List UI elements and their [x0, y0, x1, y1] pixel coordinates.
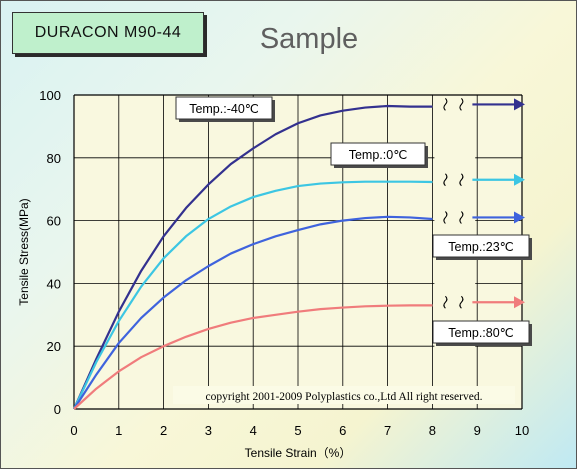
x-tick-label: 2: [160, 423, 167, 438]
copyright-background: [173, 386, 515, 404]
series-label: Temp.:23℃: [448, 240, 513, 254]
y-tick-label: 20: [47, 339, 61, 354]
series-line: [73, 180, 433, 410]
x-tick-label: 9: [474, 423, 481, 438]
x-tick-label: 10: [515, 423, 529, 438]
series-label: Temp.:80℃: [448, 326, 513, 340]
break-mark: [443, 98, 448, 111]
x-tick-label: 4: [250, 423, 257, 438]
break-mark: [443, 173, 448, 187]
x-tick-label: 1: [115, 423, 122, 438]
x-tick-label: 8: [429, 423, 436, 438]
x-tick-label: 0: [70, 423, 77, 438]
grid-lines: [73, 94, 523, 410]
series-lines: [72, 98, 525, 410]
y-tick-label: 40: [47, 276, 61, 291]
break-mark: [459, 98, 464, 111]
product-badge: DURACON M90-44: [12, 12, 204, 54]
x-axis-label: Tensile Strain（%）: [245, 446, 352, 460]
series-line: [73, 215, 433, 410]
series-line: [72, 104, 433, 410]
series-label: Temp.:-40℃: [189, 102, 259, 116]
series-line: [73, 304, 433, 410]
chart-title: Sample: [259, 23, 359, 55]
x-tick-label: 6: [339, 423, 346, 438]
break-mark: [459, 173, 464, 187]
y-axis-label: Tensile Stress(MPa): [17, 198, 31, 305]
break-mark: [443, 295, 448, 309]
x-tick-label: 3: [205, 423, 212, 438]
series-labels: Temp.:-40℃ Temp.:0℃ Temp.:23℃ Temp.:80℃: [175, 96, 532, 346]
x-tick-label: 5: [294, 423, 301, 438]
arrowhead: [514, 211, 525, 224]
x-tick-label: 7: [384, 423, 391, 438]
break-mark: [459, 295, 464, 309]
arrowhead: [514, 98, 525, 111]
y-tick-label: 0: [54, 402, 61, 417]
arrowhead: [514, 296, 525, 309]
series-label-box: [175, 96, 273, 120]
arrowhead: [514, 173, 525, 186]
break-mark: [443, 211, 448, 224]
y-tick-label: 60: [47, 214, 61, 229]
break-mark: [459, 211, 464, 224]
y-tick-label: 100: [39, 88, 61, 103]
series-label-box: [330, 142, 426, 166]
y-tick-label: 80: [47, 151, 61, 166]
series-label-box: [432, 320, 530, 344]
series-label-box: [432, 234, 530, 258]
series-label: Temp.:0℃: [349, 148, 408, 162]
copyright-text: copyright 2001-2009 Polyplastics co.,Ltd…: [206, 391, 483, 403]
